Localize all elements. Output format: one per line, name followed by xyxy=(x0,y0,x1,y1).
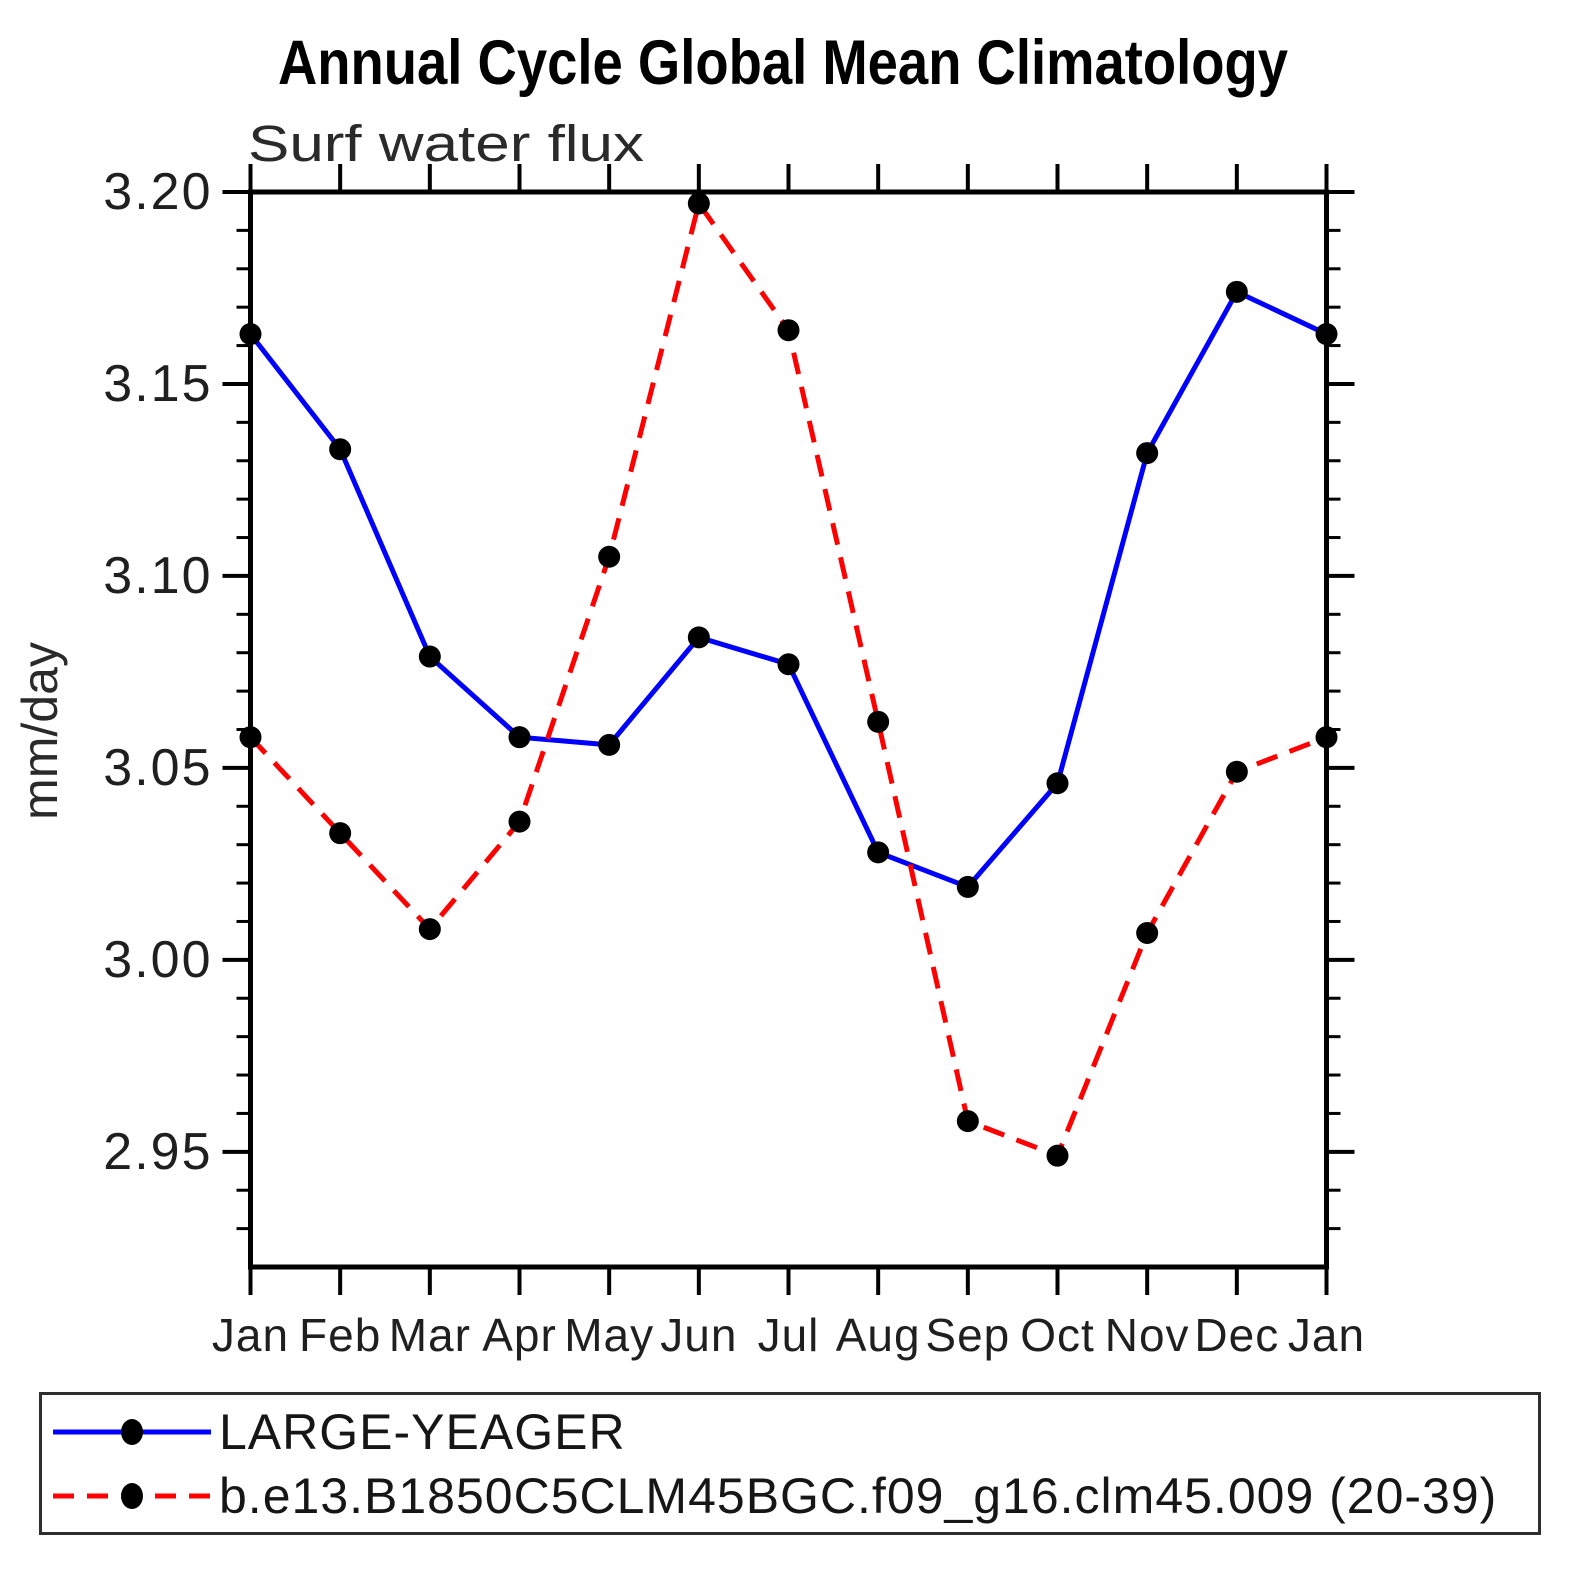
data-point-marker xyxy=(777,319,800,342)
data-point-marker xyxy=(1136,921,1159,944)
y-axis-label: mm/day xyxy=(12,642,68,820)
data-point-marker xyxy=(1315,726,1338,749)
x-axis-tick-label: Sep xyxy=(925,1309,1010,1361)
legend-label-model-run: b.e13.B1850C5CLM45BGC.f09_g16.clm45.009 … xyxy=(219,1467,1498,1524)
x-axis-tick-label: Jan xyxy=(212,1309,289,1361)
x-axis-tick-label: Dec xyxy=(1194,1309,1279,1361)
data-point-marker xyxy=(418,918,441,941)
legend-swatch-dashed-line xyxy=(53,1482,211,1509)
data-point-marker xyxy=(598,545,621,568)
plot-area: Jan Feb Mar Apr May Jun Jul Aug Sep Oct Nov Dec Jan3… xyxy=(103,163,1365,1361)
data-point-marker xyxy=(1225,760,1248,783)
data-point-marker xyxy=(1315,323,1338,346)
y-axis-tick-label: 3.05 xyxy=(103,739,212,797)
x-axis-tick-label: Aug xyxy=(836,1309,921,1361)
data-point-marker xyxy=(329,822,352,845)
x-axis-tick-label: Jan xyxy=(1288,1309,1365,1361)
x-axis-tick-label: Jul xyxy=(758,1309,820,1361)
legend-marker-dot xyxy=(121,1418,143,1445)
y-axis-tick-label: 2.95 xyxy=(103,1123,212,1181)
data-point-marker xyxy=(956,875,979,898)
legend: LARGE-YEAGER b.e13.B1850C5CLM45BGC.f09_g… xyxy=(39,1392,1541,1535)
data-point-marker xyxy=(598,733,621,756)
legend-item-model-run: b.e13.B1850C5CLM45BGC.f09_g16.clm45.009 … xyxy=(47,1467,1538,1524)
data-point-marker xyxy=(418,645,441,668)
y-axis-tick-label: 3.20 xyxy=(103,163,212,221)
data-point-marker xyxy=(239,323,262,346)
legend-label-large-yeager: LARGE-YEAGER xyxy=(219,1403,626,1460)
legend-swatch-solid-line xyxy=(53,1418,211,1445)
legend-item-large-yeager: LARGE-YEAGER xyxy=(47,1403,1538,1460)
data-point-marker xyxy=(1046,1144,1069,1167)
x-axis-tick-label: Nov xyxy=(1105,1309,1190,1361)
data-point-marker xyxy=(239,726,262,749)
data-point-marker xyxy=(867,710,890,733)
series-line-dashed xyxy=(248,197,1328,1159)
chart-subtitle: Surf water flux xyxy=(248,115,644,172)
data-point-marker xyxy=(867,841,890,864)
data-point-marker xyxy=(1046,772,1069,795)
data-point-marker xyxy=(1136,442,1159,465)
y-axis-tick-label: 3.00 xyxy=(103,931,212,989)
data-point-marker xyxy=(687,192,710,215)
x-axis-tick-label: Oct xyxy=(1020,1309,1095,1361)
series-line-solid xyxy=(248,288,1328,890)
data-point-marker xyxy=(508,726,531,749)
x-axis-tick-label: Apr xyxy=(482,1309,557,1361)
plot-frame xyxy=(248,189,1329,1270)
y-axis-tick-label: 3.10 xyxy=(103,547,212,605)
y-axis-tick-label: 3.15 xyxy=(103,355,212,413)
data-point-marker xyxy=(687,626,710,649)
data-point-marker xyxy=(508,810,531,833)
data-point-marker xyxy=(777,653,800,676)
chart-title: Annual Cycle Global Mean Climatology xyxy=(278,28,1288,98)
x-axis-tick-label: Jun xyxy=(660,1309,737,1361)
data-point-marker xyxy=(956,1110,979,1133)
data-point-marker xyxy=(329,438,352,461)
x-axis-tick-label: May xyxy=(564,1309,654,1361)
legend-marker-dot xyxy=(121,1482,143,1509)
data-point-marker xyxy=(1225,280,1248,303)
x-axis-tick-label: Mar xyxy=(389,1309,471,1361)
x-axis-tick-label: Feb xyxy=(299,1309,381,1361)
